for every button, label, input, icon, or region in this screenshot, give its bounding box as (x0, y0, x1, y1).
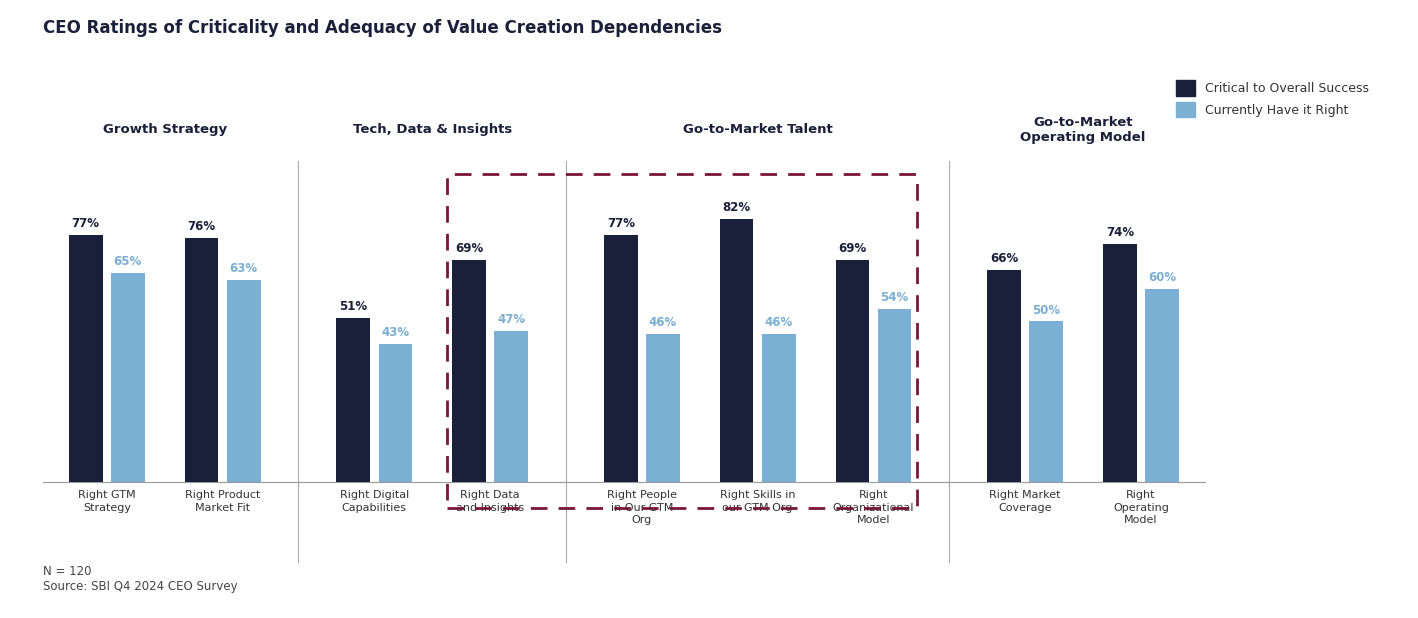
Text: 47%: 47% (498, 313, 525, 326)
Legend: Critical to Overall Success, Currently Have it Right: Critical to Overall Success, Currently H… (1177, 80, 1370, 117)
Bar (987, 270, 1021, 482)
Bar (379, 344, 413, 482)
Text: 69%: 69% (455, 242, 484, 255)
Bar (1029, 321, 1064, 482)
Bar (336, 318, 370, 482)
Text: 46%: 46% (649, 316, 676, 329)
Bar (452, 260, 486, 482)
Text: 77%: 77% (607, 217, 635, 230)
Text: 69%: 69% (838, 242, 866, 255)
Bar (878, 308, 912, 482)
Text: 50%: 50% (1032, 303, 1061, 316)
Bar (69, 235, 102, 482)
Bar (495, 331, 527, 482)
Bar (647, 334, 679, 482)
Text: 51%: 51% (339, 300, 367, 313)
Bar (111, 273, 145, 482)
Bar (227, 279, 261, 482)
Text: 82%: 82% (723, 201, 750, 214)
Bar (184, 238, 218, 482)
Text: Go-to-Market Talent: Go-to-Market Talent (683, 123, 832, 137)
Bar (720, 219, 753, 482)
Text: 60%: 60% (1149, 271, 1176, 284)
Bar (604, 235, 638, 482)
Text: Tech, Data & Insights: Tech, Data & Insights (353, 123, 512, 137)
Text: CEO Ratings of Criticality and Adequacy of Value Creation Dependencies: CEO Ratings of Criticality and Adequacy … (43, 19, 722, 36)
Text: 74%: 74% (1106, 226, 1134, 239)
Text: N = 120
Source: SBI Q4 2024 CEO Survey: N = 120 Source: SBI Q4 2024 CEO Survey (43, 565, 237, 593)
Text: Growth Strategy: Growth Strategy (102, 123, 227, 137)
Bar (761, 334, 795, 482)
Text: 54%: 54% (881, 290, 909, 303)
Bar (1146, 289, 1178, 482)
Text: 63%: 63% (230, 262, 258, 275)
Bar (835, 260, 869, 482)
Text: 77%: 77% (72, 217, 99, 230)
Bar (447, 174, 916, 508)
Text: 46%: 46% (764, 316, 793, 329)
Text: 65%: 65% (113, 255, 142, 268)
Text: 76%: 76% (187, 220, 216, 233)
Text: Go-to-Market
Operating Model: Go-to-Market Operating Model (1021, 116, 1146, 144)
Text: 66%: 66% (990, 252, 1018, 265)
Bar (1103, 244, 1137, 482)
Text: 43%: 43% (381, 326, 410, 339)
